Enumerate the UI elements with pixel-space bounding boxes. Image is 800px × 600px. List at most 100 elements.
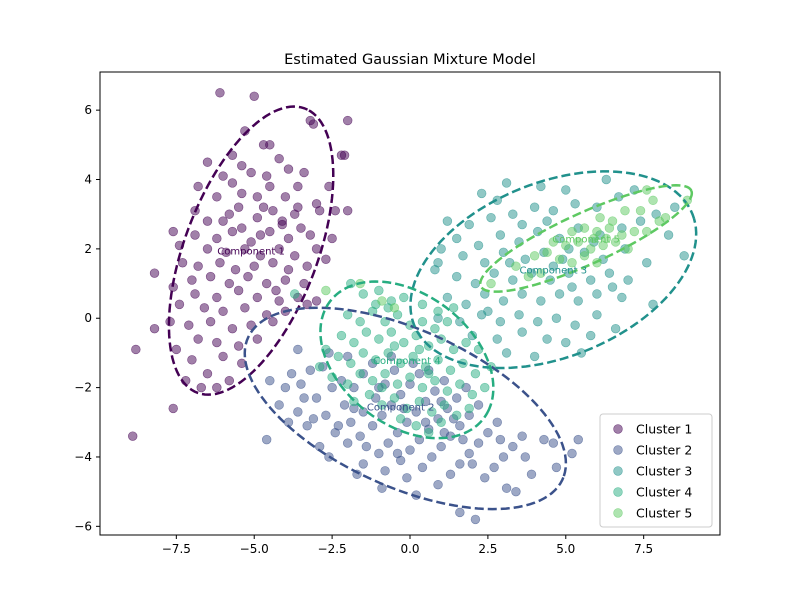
data-point bbox=[202, 216, 213, 226]
data-point bbox=[280, 382, 291, 393]
data-point bbox=[202, 244, 213, 254]
x-tick-label: −7.5 bbox=[162, 542, 191, 556]
series-cluster-3 bbox=[430, 174, 689, 362]
data-point bbox=[342, 206, 353, 216]
data-point bbox=[386, 327, 397, 337]
data-point bbox=[517, 289, 527, 299]
data-point bbox=[233, 202, 244, 212]
data-point bbox=[455, 317, 465, 327]
data-point bbox=[533, 317, 543, 327]
data-point bbox=[290, 289, 300, 299]
series-cluster-2 bbox=[261, 344, 583, 525]
data-point bbox=[227, 323, 238, 334]
component-label-3: Component 3 bbox=[520, 266, 588, 277]
data-point bbox=[629, 226, 640, 237]
data-point bbox=[498, 296, 509, 306]
component-label-5: Component 5 bbox=[552, 234, 620, 245]
data-point bbox=[458, 434, 468, 445]
data-point bbox=[635, 216, 646, 226]
data-point bbox=[339, 150, 350, 160]
data-point bbox=[414, 344, 425, 355]
data-point bbox=[349, 337, 359, 348]
data-point bbox=[604, 268, 615, 278]
component-ellipse-3 bbox=[409, 170, 698, 370]
data-point bbox=[252, 192, 263, 202]
data-point bbox=[380, 369, 390, 379]
data-point bbox=[283, 233, 294, 244]
data-point bbox=[342, 379, 353, 389]
data-point bbox=[523, 271, 534, 282]
data-point bbox=[149, 268, 160, 278]
data-point bbox=[433, 306, 443, 316]
legend-marker bbox=[613, 466, 623, 476]
data-point bbox=[529, 351, 540, 362]
data-point bbox=[314, 206, 325, 216]
data-point bbox=[296, 379, 306, 389]
data-point bbox=[308, 414, 319, 424]
data-point bbox=[436, 417, 446, 427]
component-ellipse-4 bbox=[319, 280, 495, 440]
data-point bbox=[246, 237, 256, 247]
y-tick-label: 0 bbox=[84, 311, 92, 325]
data-point bbox=[149, 323, 160, 334]
data-point bbox=[205, 271, 216, 282]
data-point bbox=[302, 421, 312, 431]
data-point bbox=[302, 261, 312, 271]
data-point bbox=[467, 389, 478, 400]
data-point bbox=[333, 421, 344, 431]
y-tick-label: 2 bbox=[84, 242, 92, 256]
data-point bbox=[218, 216, 228, 226]
data-point bbox=[374, 448, 384, 459]
data-point bbox=[299, 393, 309, 403]
data-point bbox=[529, 202, 540, 212]
data-point bbox=[280, 192, 291, 202]
data-point bbox=[171, 344, 182, 355]
data-point bbox=[342, 438, 353, 448]
data-point bbox=[258, 202, 269, 212]
legend-label: Cluster 4 bbox=[636, 485, 692, 500]
data-point bbox=[489, 462, 499, 473]
data-point bbox=[196, 382, 206, 393]
data-point bbox=[252, 212, 263, 223]
data-point bbox=[448, 303, 459, 313]
data-point bbox=[551, 313, 562, 323]
data-point bbox=[377, 410, 387, 421]
data-point bbox=[529, 251, 540, 261]
data-point bbox=[480, 382, 490, 393]
y-tick-label: 4 bbox=[84, 173, 92, 187]
data-point bbox=[237, 160, 247, 171]
data-point bbox=[383, 438, 393, 448]
legend-label: Cluster 3 bbox=[636, 464, 692, 479]
data-point bbox=[168, 403, 178, 414]
data-point bbox=[311, 393, 322, 403]
data-point bbox=[184, 320, 194, 330]
data-point bbox=[190, 230, 200, 240]
data-point bbox=[511, 261, 521, 271]
series-cluster-5 bbox=[321, 185, 692, 313]
data-point bbox=[567, 282, 577, 292]
data-point bbox=[243, 271, 253, 282]
data-point bbox=[536, 268, 546, 278]
data-point bbox=[461, 337, 471, 348]
axis-ticks: −7.5 −5.0 −2.5 0.0 2.5 5.0 7.5 −6 −4 −2 0 2 4 6 bbox=[74, 103, 653, 556]
data-point bbox=[346, 417, 356, 427]
data-point bbox=[193, 181, 203, 192]
data-point bbox=[302, 299, 312, 310]
data-point bbox=[280, 275, 291, 285]
data-point bbox=[361, 327, 372, 337]
data-point bbox=[389, 303, 400, 313]
data-point bbox=[542, 216, 552, 226]
data-point bbox=[508, 275, 518, 285]
data-point bbox=[570, 320, 580, 330]
data-point bbox=[464, 219, 474, 230]
data-point bbox=[436, 441, 446, 452]
data-point bbox=[473, 240, 484, 251]
data-point bbox=[480, 258, 490, 268]
data-point bbox=[483, 427, 493, 438]
data-point bbox=[495, 434, 506, 445]
data-point bbox=[402, 473, 412, 483]
data-point bbox=[414, 369, 425, 379]
data-point bbox=[371, 355, 381, 365]
data-point bbox=[268, 206, 278, 216]
data-point bbox=[293, 344, 303, 355]
